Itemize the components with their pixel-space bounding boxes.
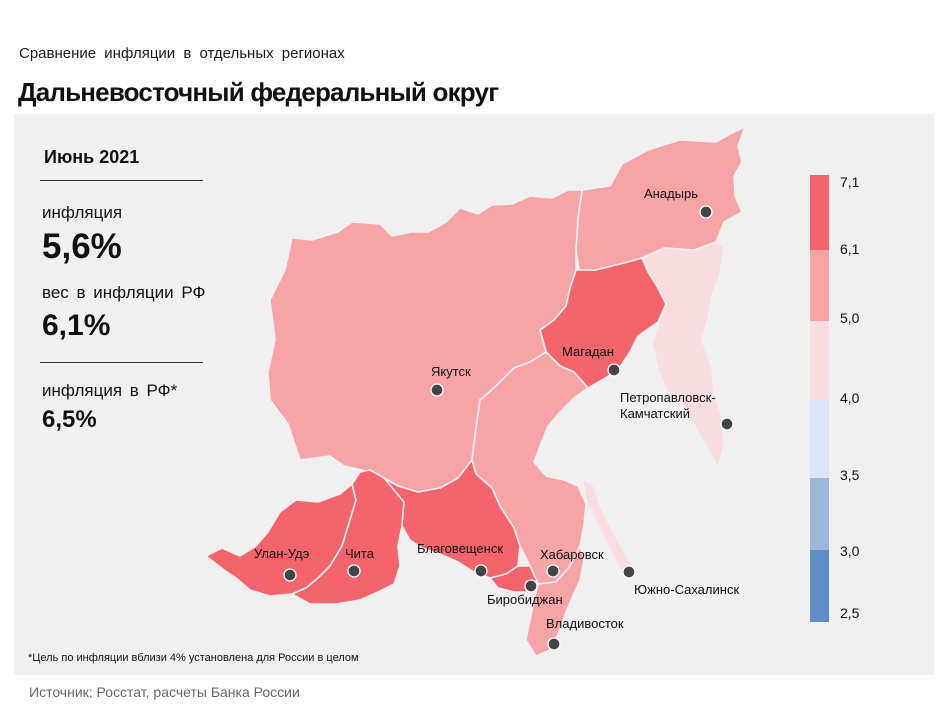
scale-tick-7-1: 7,1 [840, 174, 860, 190]
scale-band-1 [810, 175, 829, 250]
city-marker-petropavlovsk [720, 417, 734, 431]
city-marker-anadyr [699, 205, 713, 219]
city-marker-ulan-ude [283, 568, 297, 582]
inflation-label: инфляция [42, 203, 123, 222]
city-marker-blagoveshchensk [474, 564, 488, 578]
weight-value: 6,1% [42, 309, 111, 342]
city-marker-yakutsk [430, 383, 444, 397]
chart-title: Дальневосточный федеральный округ [18, 77, 499, 107]
scale-tick-3-5: 3,5 [840, 467, 860, 483]
footnote: *Цель по инфляции вблизи 4% установлена … [28, 652, 359, 664]
city-marker-vladivostok [547, 637, 561, 651]
rf-inflation-value: 6,5% [42, 406, 97, 433]
city-marker-chita [347, 564, 361, 578]
inflation-value: 5,6% [42, 227, 122, 266]
city-label-petropavlovsk-2: Камчатский [620, 406, 690, 421]
city-label-petropavlovsk-1: Петропавловск- [620, 390, 716, 405]
city-label-magadan: Магадан [562, 344, 614, 359]
city-marker-birobidzhan [524, 579, 538, 593]
region-kamchatka [641, 241, 725, 467]
city-label-blagoveshchensk: Благовещенск [417, 541, 503, 556]
region-yakutia [267, 189, 583, 493]
period-label: Июнь 2021 [44, 147, 140, 167]
scale-band-5 [810, 478, 829, 550]
source-note: Источник: Росстат, расчеты Банка России [29, 684, 300, 700]
city-label-ulan-ude: Улан-Удэ [254, 546, 310, 561]
city-label-birobidzhan: Биробиджан [487, 592, 563, 607]
city-label-anadyr: Анадырь [644, 186, 698, 201]
city-label-khabarovsk: Хабаровск [540, 547, 604, 562]
color-scale [810, 175, 829, 622]
rf-inflation-label: инфляция в РФ* [42, 381, 178, 400]
divider-bottom [40, 362, 203, 363]
city-marker-magadan [607, 363, 621, 377]
city-label-yakutsk: Якутск [431, 364, 471, 379]
region-amur [383, 459, 521, 579]
scale-band-4 [810, 400, 829, 478]
region-sakhalin [581, 477, 635, 581]
scale-tick-2-5: 2,5 [840, 605, 860, 621]
chart-supertitle: Сравнение инфляции в отдельных регионах [19, 45, 345, 62]
city-label-vladivostok: Владивосток [546, 616, 624, 631]
city-label-chita: Чита [345, 546, 375, 561]
scale-tick-4-0: 4,0 [840, 390, 860, 406]
divider-top [40, 180, 203, 181]
city-label-yuzhno-sakhalinsk: Южно-Сахалинск [634, 582, 739, 597]
scale-tick-6-1: 6,1 [840, 241, 860, 257]
region-primorye [525, 545, 585, 657]
city-marker-yuzhno-sakhalinsk [622, 565, 636, 579]
city-marker-khabarovsk [546, 564, 560, 578]
weight-label: вес в инфляции РФ [42, 283, 206, 302]
scale-band-3 [810, 321, 829, 400]
scale-tick-3-0: 3,0 [840, 543, 860, 559]
scale-band-2 [810, 250, 829, 321]
scale-band-6 [810, 550, 829, 622]
scale-tick-5-0: 5,0 [840, 310, 860, 326]
